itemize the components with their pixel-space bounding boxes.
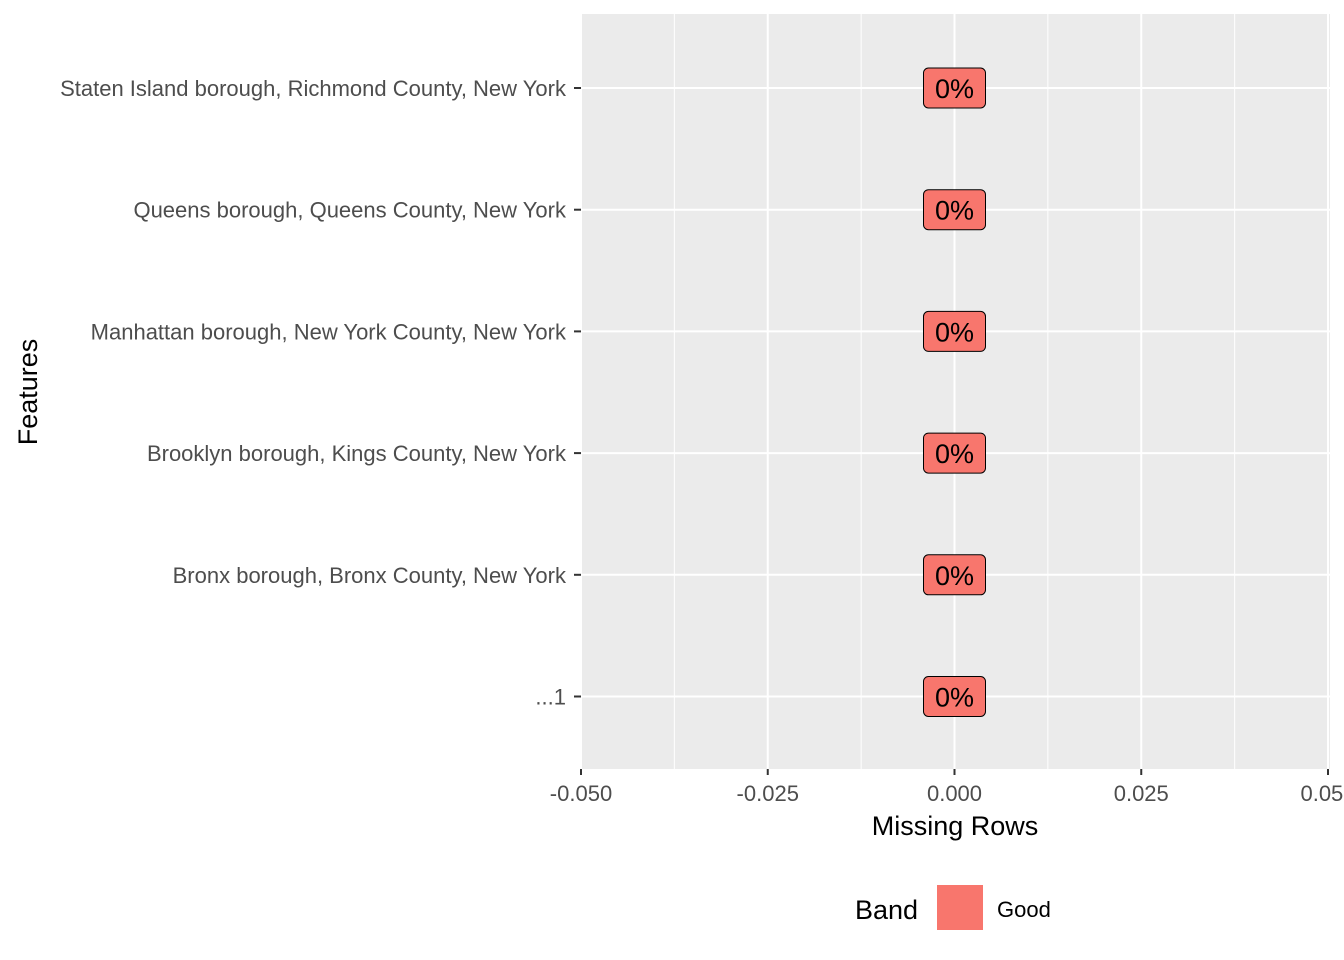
legend-label-good: Good: [997, 897, 1051, 922]
data-label: 0%: [935, 317, 974, 347]
legend-key-good: [937, 885, 983, 930]
data-point-group: 0%: [923, 189, 986, 231]
data-label: 0%: [935, 74, 974, 104]
x-tick-label: -0.050: [550, 781, 612, 806]
y-tick-label: Manhattan borough, New York County, New …: [91, 319, 567, 344]
data-marks: 0% 0% 0% 0% 0% 0%: [923, 67, 986, 717]
data-label-box: [923, 432, 986, 474]
data-point-group: 0%: [923, 676, 986, 717]
x-tick-label: 0.025: [1114, 781, 1169, 806]
data-label-box: [923, 67, 986, 109]
x-axis: -0.050 -0.025 0.000 0.025 0.050: [550, 769, 1344, 806]
y-tick-label: Queens borough, Queens County, New York: [133, 198, 567, 223]
x-axis-title: Missing Rows: [872, 811, 1039, 841]
data-label: 0%: [935, 561, 974, 591]
data-point-group: 0%: [923, 67, 986, 109]
data-label: 0%: [935, 439, 974, 469]
x-tick-label: 0.000: [927, 781, 982, 806]
data-label-box: [923, 676, 986, 717]
x-tick-label: 0.050: [1300, 781, 1344, 806]
y-tick-label: Staten Island borough, Richmond County, …: [60, 76, 567, 101]
data-point-group: 0%: [923, 432, 986, 474]
legend: Band Good: [855, 885, 1051, 930]
y-axis-title: Features: [13, 339, 43, 446]
data-point-group: 0%: [923, 554, 986, 596]
y-tick-label: ...1: [535, 685, 566, 710]
data-label: 0%: [935, 196, 974, 226]
data-label-box: [923, 189, 986, 231]
legend-title: Band: [855, 895, 918, 925]
y-tick-label: Bronx borough, Bronx County, New York: [173, 563, 567, 588]
data-label-box: [923, 310, 986, 352]
y-axis: ...1 Bronx borough, Bronx County, New Yor…: [60, 76, 581, 710]
data-label: 0%: [935, 683, 974, 713]
y-tick-label: Brooklyn borough, Kings County, New York: [147, 441, 567, 466]
data-label-box: [923, 554, 986, 596]
x-tick-label: -0.025: [737, 781, 799, 806]
data-point-group: 0%: [923, 310, 986, 352]
